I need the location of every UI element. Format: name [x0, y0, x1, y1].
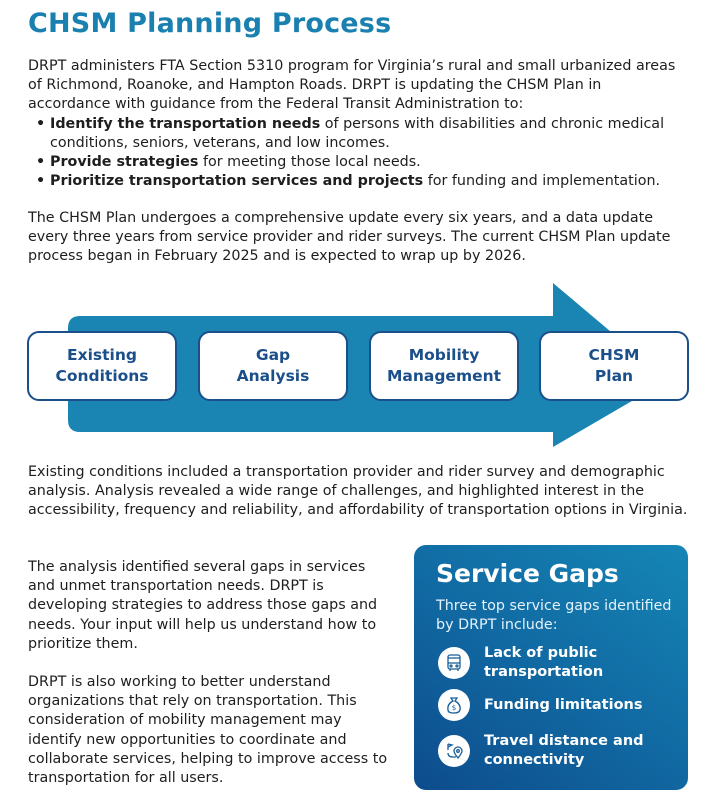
step-mobility-management: Mobility Management [369, 331, 519, 401]
mobility-paragraph: DRPT is also working to better understan… [28, 674, 388, 787]
existing-conditions-paragraph: Existing conditions included a transport… [28, 464, 688, 519]
route-pin-icon [438, 735, 470, 767]
bus-icon [438, 647, 470, 679]
process-arrow [68, 283, 668, 447]
update-paragraph: The CHSM Plan undergoes a comprehensive … [28, 210, 671, 265]
step-gap-analysis: Gap Analysis [198, 331, 348, 401]
service-gaps-title: Service Gaps [436, 559, 619, 588]
gap-item: Travel distance and connectivity [438, 732, 654, 770]
goal-item: Provide strategies for meeting those loc… [36, 153, 688, 172]
goal-item: Identify the transportation needs of per… [36, 115, 688, 153]
gap-analysis-paragraph: The analysis identified several gaps in … [28, 559, 378, 652]
gap-item: $ Funding limitations [438, 689, 642, 721]
money-bag-icon: $ [438, 689, 470, 721]
step-chsm-plan: CHSM Plan [539, 331, 689, 401]
intro-text: DRPT administers FTA Section 5310 progra… [28, 58, 676, 113]
step-existing-conditions: Existing Conditions [27, 331, 177, 401]
service-gaps-subtitle: Three top service gaps identified by DRP… [436, 598, 672, 633]
goals-list: Identify the transportation needs of per… [28, 115, 688, 192]
svg-text:$: $ [452, 704, 456, 712]
page-title: CHSM Planning Process [28, 8, 392, 39]
goal-item: Prioritize transportation services and p… [36, 172, 688, 191]
gap-item: Lack of public transportation [438, 644, 634, 682]
service-gaps-panel: Service Gaps Three top service gaps iden… [414, 545, 688, 790]
intro-section: DRPT administers FTA Section 5310 progra… [28, 57, 688, 192]
